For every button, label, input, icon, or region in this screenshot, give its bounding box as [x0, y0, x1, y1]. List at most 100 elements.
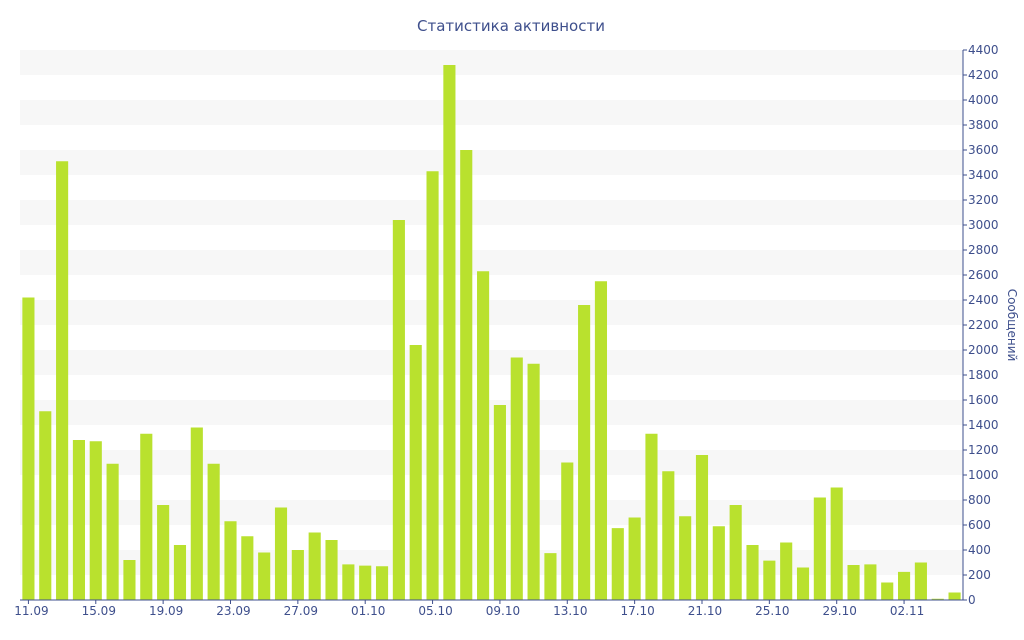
bar [157, 505, 170, 600]
bar [746, 545, 759, 600]
bar [460, 150, 473, 600]
y-axis-label: Сообщений [1005, 289, 1019, 362]
bar [914, 562, 927, 600]
bar [763, 560, 776, 601]
grid-band [20, 300, 963, 325]
bar [780, 542, 793, 600]
grid-band [20, 350, 963, 375]
grid-band [20, 200, 963, 225]
x-tick-label: 29.10 [823, 604, 857, 618]
x-tick-label: 02.11 [890, 604, 924, 618]
y-tick-label: 4400 [968, 43, 999, 57]
grid-band [20, 50, 963, 75]
y-tick-label: 0 [968, 593, 976, 607]
bar [847, 565, 860, 600]
bar [796, 567, 810, 600]
y-tick-label: 400 [968, 543, 991, 557]
y-tick-label: 1600 [968, 393, 999, 407]
y-tick-label: 800 [968, 493, 991, 507]
bar [544, 553, 557, 601]
y-tick-label: 1400 [968, 418, 999, 432]
x-tick-label: 09.10 [486, 604, 520, 618]
bar [948, 592, 961, 600]
x-tick-label: 15.09 [82, 604, 116, 618]
bar [258, 552, 271, 600]
bar [931, 598, 944, 600]
bar [375, 566, 389, 600]
grid-band [20, 400, 963, 425]
y-tick-label: 1200 [968, 443, 999, 457]
bar [325, 540, 338, 600]
chart-title: Статистика активности [417, 17, 605, 35]
bar [611, 528, 624, 601]
y-tick-label: 3400 [968, 168, 999, 182]
bar [628, 517, 641, 600]
bar [679, 516, 692, 600]
y-tick-label: 2600 [968, 268, 999, 282]
bar [190, 427, 203, 600]
y-tick-label: 1800 [968, 368, 999, 382]
bar [864, 564, 877, 601]
x-tick-label: 13.10 [553, 604, 587, 618]
bar [561, 462, 574, 600]
bar [291, 550, 304, 600]
bar [493, 405, 506, 600]
bar [308, 532, 321, 600]
bar [173, 545, 187, 600]
bar [22, 297, 35, 600]
bar [477, 271, 490, 600]
x-tick-label: 11.09 [14, 604, 48, 618]
bar [89, 441, 102, 600]
bar [241, 536, 254, 600]
bar [140, 433, 153, 600]
y-tick-label: 2800 [968, 243, 999, 257]
bar [594, 281, 608, 600]
grid-band [20, 450, 963, 475]
grid-bands [20, 50, 963, 575]
y-axis-ticks: 0 200 400 600 800 1000 1200 1400 1600 1800 2000 220… [963, 43, 999, 607]
y-tick-label: 2000 [968, 343, 999, 357]
y-tick-label: 2200 [968, 318, 999, 332]
bar [881, 582, 894, 600]
bar [72, 440, 85, 600]
bar [342, 564, 355, 601]
bar [224, 521, 237, 600]
y-tick-label: 2400 [968, 293, 999, 307]
y-tick-label: 200 [968, 568, 991, 582]
bar [695, 455, 709, 600]
y-tick-label: 600 [968, 518, 991, 532]
y-tick-label: 1000 [968, 468, 999, 482]
x-axis-ticks: 11.09 15.09 19.09 23.09 27.09 01.10 05.10 09.10… [14, 600, 924, 618]
grid-band [20, 100, 963, 125]
grid-band [20, 250, 963, 275]
x-tick-label: 25.10 [755, 604, 789, 618]
bar [813, 497, 826, 600]
bar [39, 411, 52, 600]
x-tick-label: 21.10 [688, 604, 722, 618]
x-tick-label: 05.10 [418, 604, 452, 618]
grid-band [20, 500, 963, 525]
y-tick-label: 3600 [968, 143, 999, 157]
bar [207, 463, 220, 600]
bar [274, 507, 288, 600]
grid-band [20, 150, 963, 175]
y-tick-label: 3800 [968, 118, 999, 132]
x-tick-label: 23.09 [216, 604, 250, 618]
x-tick-label: 17.10 [620, 604, 654, 618]
x-tick-label: 19.09 [149, 604, 183, 618]
bar [443, 65, 456, 600]
bar [409, 345, 422, 600]
bar [578, 305, 591, 600]
bar [106, 463, 119, 600]
bar [510, 357, 523, 600]
bar [645, 433, 658, 600]
bar [123, 560, 136, 600]
bar [898, 571, 911, 601]
y-tick-label: 3200 [968, 193, 999, 207]
bar [527, 363, 540, 600]
bar [392, 220, 405, 600]
bar [729, 505, 742, 600]
bar [712, 526, 725, 600]
bar [56, 161, 69, 600]
